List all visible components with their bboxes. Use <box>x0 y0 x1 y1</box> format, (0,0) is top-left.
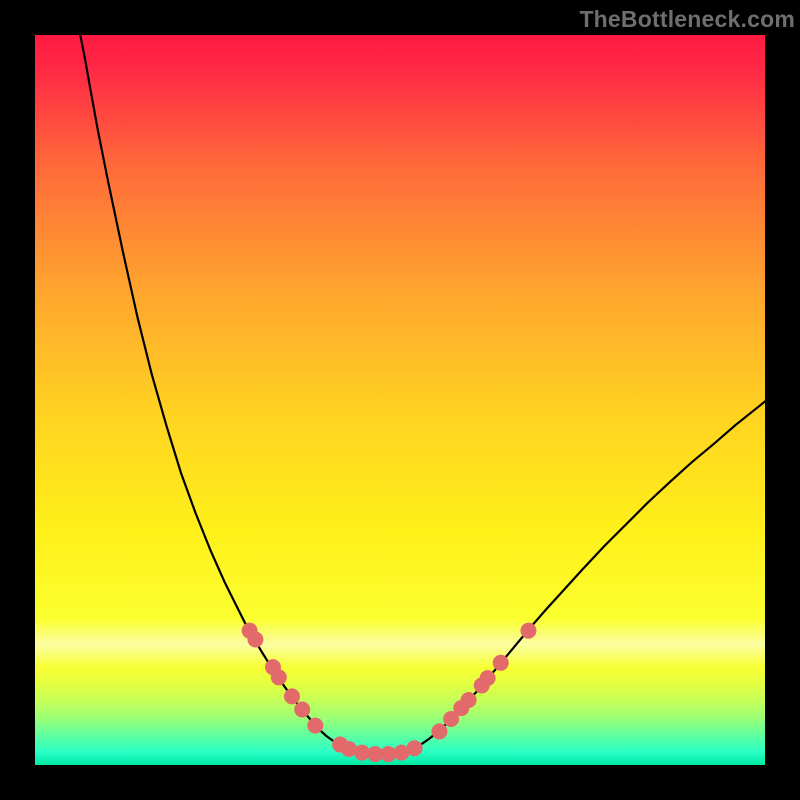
curve-marker <box>493 655 508 670</box>
curve-marker <box>248 632 263 647</box>
curve-marker <box>432 724 447 739</box>
curve-marker <box>480 671 495 686</box>
curve-marker <box>308 718 323 733</box>
curve-marker <box>407 741 422 756</box>
curve-marker <box>295 702 310 717</box>
curve-marker <box>341 741 356 756</box>
curve-marker <box>284 689 299 704</box>
curve-marker <box>521 623 536 638</box>
curve-marker <box>271 670 286 685</box>
curve-marker <box>381 747 396 762</box>
chart-canvas: TheBottleneck.com <box>0 0 800 800</box>
bottleneck-curve-chart <box>0 0 800 800</box>
watermark-text: TheBottleneck.com <box>579 6 795 33</box>
curve-marker <box>355 745 370 760</box>
gradient-plot-area <box>35 35 765 765</box>
curve-marker <box>461 693 476 708</box>
